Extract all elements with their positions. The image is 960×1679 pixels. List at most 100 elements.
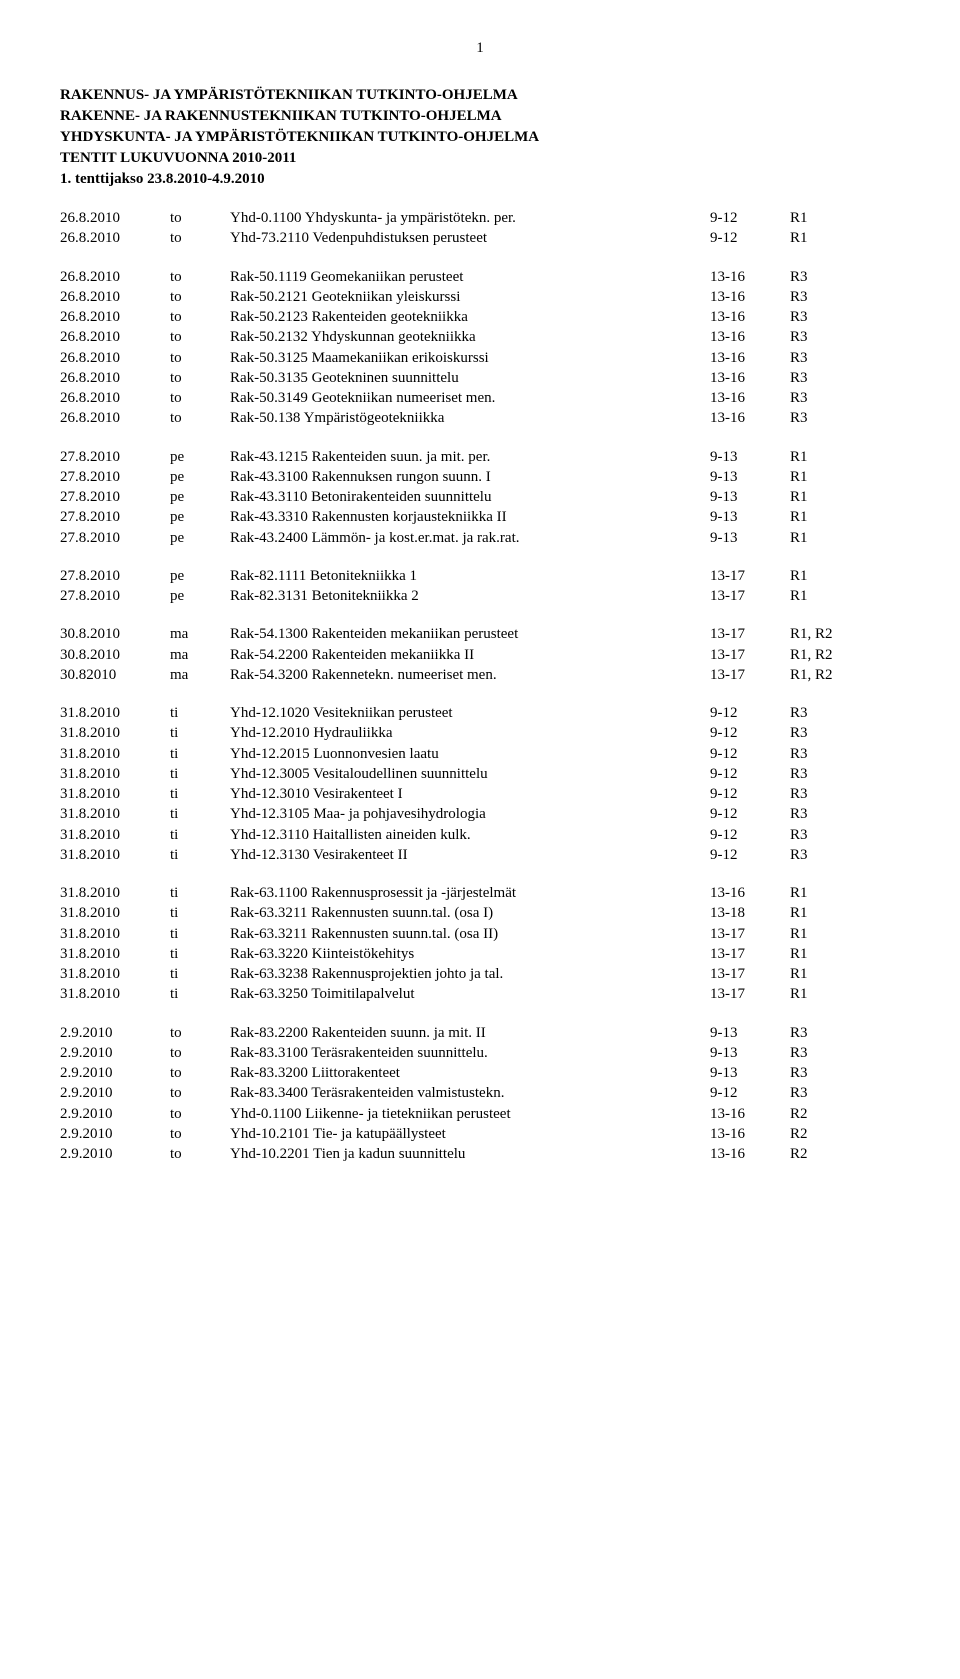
day-cell: pe (170, 528, 230, 548)
desc-cell: Rak-83.3400 Teräsrakenteiden valmistuste… (230, 1083, 710, 1103)
time-cell: 9-12 (710, 1083, 790, 1103)
schedule-row: 31.8.2010tiRak-63.1100 Rakennusprosessit… (60, 883, 900, 903)
desc-cell: Rak-54.1300 Rakenteiden mekaniikan perus… (230, 624, 710, 644)
time-cell: 13-16 (710, 307, 790, 327)
date-cell: 2.9.2010 (60, 1104, 170, 1124)
date-cell: 31.8.2010 (60, 744, 170, 764)
schedule-row: 31.8.2010tiYhd-12.1020 Vesitekniikan per… (60, 703, 900, 723)
date-cell: 31.8.2010 (60, 703, 170, 723)
desc-cell: Rak-43.3110 Betonirakenteiden suunnittel… (230, 487, 710, 507)
schedule-row: 30.8.2010maRak-54.1300 Rakenteiden mekan… (60, 624, 900, 644)
day-cell: to (170, 1083, 230, 1103)
schedule-row: 26.8.2010toYhd-73.2110 Vedenpuhdistuksen… (60, 228, 900, 248)
room-cell: R3 (790, 388, 870, 408)
schedule-row: 2.9.2010toYhd-0.1100 Liikenne- ja tietek… (60, 1104, 900, 1124)
desc-cell: Rak-50.2121 Geotekniikan yleiskurssi (230, 287, 710, 307)
time-cell: 9-12 (710, 703, 790, 723)
room-cell: R3 (790, 408, 870, 428)
schedule-row: 26.8.2010toRak-50.3135 Geotekninen suunn… (60, 368, 900, 388)
day-cell: to (170, 267, 230, 287)
header-section: RAKENNUS- JA YMPÄRISTÖTEKNIIKAN TUTKINTO… (60, 87, 900, 188)
room-cell: R3 (790, 804, 870, 824)
schedule-row: 31.8.2010tiYhd-12.2015 Luonnonvesien laa… (60, 744, 900, 764)
day-cell: pe (170, 566, 230, 586)
room-cell: R1, R2 (790, 645, 870, 665)
date-cell: 30.82010 (60, 665, 170, 685)
room-cell: R1 (790, 944, 870, 964)
date-cell: 26.8.2010 (60, 208, 170, 228)
date-cell: 26.8.2010 (60, 348, 170, 368)
schedule-row: 27.8.2010peRak-43.2400 Lämmön- ja kost.e… (60, 528, 900, 548)
schedule-row: 27.8.2010peRak-82.1111 Betonitekniikka 1… (60, 566, 900, 586)
room-cell: R1, R2 (790, 665, 870, 685)
date-cell: 31.8.2010 (60, 825, 170, 845)
time-cell: 13-17 (710, 984, 790, 1004)
header-line: RAKENNUS- JA YMPÄRISTÖTEKNIIKAN TUTKINTO… (60, 87, 900, 104)
date-cell: 26.8.2010 (60, 287, 170, 307)
day-cell: ti (170, 903, 230, 923)
room-cell: R1 (790, 984, 870, 1004)
time-cell: 9-13 (710, 487, 790, 507)
header-line: TENTIT LUKUVUONNA 2010-2011 (60, 150, 900, 167)
date-cell: 2.9.2010 (60, 1124, 170, 1144)
day-cell: pe (170, 507, 230, 527)
time-cell: 9-12 (710, 208, 790, 228)
schedule-content: 26.8.2010toYhd-0.1100 Yhdyskunta- ja ymp… (60, 208, 900, 1164)
day-cell: ti (170, 764, 230, 784)
date-cell: 27.8.2010 (60, 447, 170, 467)
schedule-group: 27.8.2010peRak-43.1215 Rakenteiden suun.… (60, 447, 900, 548)
desc-cell: Rak-63.3211 Rakennusten suunn.tal. (osa … (230, 903, 710, 923)
schedule-row: 27.8.2010peRak-82.3131 Betonitekniikka 2… (60, 586, 900, 606)
schedule-group: 30.8.2010maRak-54.1300 Rakenteiden mekan… (60, 624, 900, 685)
schedule-group: 26.8.2010toRak-50.1119 Geomekaniikan per… (60, 267, 900, 429)
time-cell: 13-17 (710, 586, 790, 606)
room-cell: R2 (790, 1144, 870, 1164)
day-cell: ma (170, 624, 230, 644)
day-cell: ti (170, 744, 230, 764)
date-cell: 31.8.2010 (60, 944, 170, 964)
desc-cell: Yhd-12.2015 Luonnonvesien laatu (230, 744, 710, 764)
room-cell: R1 (790, 487, 870, 507)
day-cell: ti (170, 924, 230, 944)
day-cell: ti (170, 703, 230, 723)
schedule-row: 2.9.2010toRak-83.2200 Rakenteiden suunn.… (60, 1023, 900, 1043)
date-cell: 2.9.2010 (60, 1063, 170, 1083)
desc-cell: Rak-63.1100 Rakennusprosessit ja -järjes… (230, 883, 710, 903)
day-cell: pe (170, 467, 230, 487)
room-cell: R3 (790, 327, 870, 347)
room-cell: R3 (790, 1023, 870, 1043)
date-cell: 31.8.2010 (60, 964, 170, 984)
desc-cell: Yhd-12.3005 Vesitaloudellinen suunnittel… (230, 764, 710, 784)
schedule-row: 31.8.2010tiYhd-12.2010 Hydrauliikka9-12R… (60, 723, 900, 743)
date-cell: 31.8.2010 (60, 784, 170, 804)
schedule-row: 2.9.2010toRak-83.3200 Liittorakenteet9-1… (60, 1063, 900, 1083)
day-cell: to (170, 1043, 230, 1063)
time-cell: 13-18 (710, 903, 790, 923)
room-cell: R3 (790, 784, 870, 804)
date-cell: 26.8.2010 (60, 368, 170, 388)
time-cell: 9-13 (710, 507, 790, 527)
date-cell: 26.8.2010 (60, 408, 170, 428)
room-cell: R3 (790, 764, 870, 784)
schedule-row: 26.8.2010toRak-50.3149 Geotekniikan nume… (60, 388, 900, 408)
room-cell: R3 (790, 348, 870, 368)
room-cell: R1 (790, 228, 870, 248)
date-cell: 27.8.2010 (60, 586, 170, 606)
date-cell: 27.8.2010 (60, 528, 170, 548)
time-cell: 9-12 (710, 784, 790, 804)
schedule-row: 31.8.2010tiYhd-12.3110 Haitallisten aine… (60, 825, 900, 845)
time-cell: 9-13 (710, 467, 790, 487)
date-cell: 26.8.2010 (60, 307, 170, 327)
schedule-row: 2.9.2010toYhd-10.2201 Tien ja kadun suun… (60, 1144, 900, 1164)
time-cell: 13-17 (710, 964, 790, 984)
time-cell: 13-17 (710, 924, 790, 944)
time-cell: 9-12 (710, 228, 790, 248)
date-cell: 31.8.2010 (60, 903, 170, 923)
date-cell: 2.9.2010 (60, 1023, 170, 1043)
time-cell: 13-16 (710, 1144, 790, 1164)
time-cell: 9-13 (710, 528, 790, 548)
schedule-row: 2.9.2010toYhd-10.2101 Tie- ja katupäälly… (60, 1124, 900, 1144)
date-cell: 27.8.2010 (60, 487, 170, 507)
day-cell: to (170, 1023, 230, 1043)
room-cell: R1 (790, 566, 870, 586)
